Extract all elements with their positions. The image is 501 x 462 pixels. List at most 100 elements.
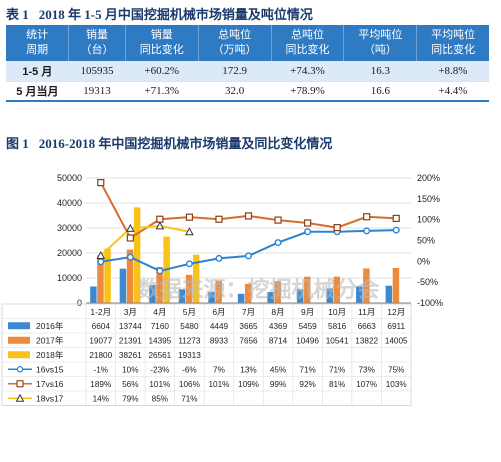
bar-2018年-5月	[192, 254, 200, 303]
point-17vs16-1-2月	[97, 178, 105, 187]
table-cell: 172.9	[198, 61, 272, 82]
table-value: 38261	[119, 351, 142, 360]
bar-2017年-1-2月	[97, 255, 104, 303]
table-value: 103%	[386, 380, 407, 389]
bar-2017年-9月	[304, 276, 311, 303]
category-label: 3月	[124, 307, 137, 317]
y-tick-label: 10000	[57, 273, 82, 283]
table-row: 1-5 月 105935 +60.2% 172.9 +74.3% 16.3 +8…	[6, 61, 489, 82]
table-value: 10%	[122, 365, 138, 374]
point-17vs16-11月	[363, 213, 371, 221]
category-label: 1-2月	[90, 307, 111, 317]
table-value: 7656	[239, 336, 258, 345]
table-value: 189%	[90, 380, 111, 389]
table-value: 8714	[269, 336, 288, 345]
table-value: 56%	[122, 380, 138, 389]
point-16vs15-12月	[392, 226, 400, 234]
y2-tick-label: 0%	[417, 256, 430, 266]
bar-2016年-6月	[208, 291, 215, 303]
bar-2016年-10月	[326, 288, 333, 303]
table-value: 92%	[299, 380, 315, 389]
bar-2017年-10月	[333, 276, 341, 303]
table-value: 106%	[179, 380, 200, 389]
y-tick-label: 0	[77, 298, 82, 308]
table-value: 14005	[385, 336, 408, 345]
legend-label: 2017年	[36, 335, 64, 345]
table-cell: 105935	[68, 61, 126, 82]
bar-2016年-12月	[385, 285, 393, 303]
table-value: 10496	[296, 336, 319, 345]
table-value: 21391	[119, 336, 142, 345]
table-cell: 32.0	[198, 81, 272, 102]
table-value: 101%	[208, 380, 229, 389]
table-value: 6604	[92, 322, 111, 331]
legend-label: 2018年	[36, 350, 64, 360]
legend-swatch-2018年	[8, 351, 30, 359]
table-value: 73%	[358, 365, 374, 374]
header-sales-yoy: 销量 同比变化	[125, 25, 199, 61]
table-caption: 表 1 2018 年 1-5 月中国挖掘机械市场销量及吨位情况	[6, 4, 313, 23]
point-16vs15-4月	[156, 267, 164, 275]
y-tick-label: 40000	[57, 198, 82, 208]
table-value: 4449	[210, 322, 229, 331]
watermark: 数据来源：挖掘机械分会	[137, 277, 379, 302]
table-value: 7160	[151, 322, 170, 331]
point-16vs15-7月	[244, 252, 252, 260]
line-17vs16	[99, 182, 397, 240]
table-cell: +78.9%	[271, 81, 344, 102]
point-17vs16-3月	[126, 234, 134, 242]
point-17vs16-10月	[333, 223, 341, 232]
table-value: 14%	[93, 394, 109, 403]
legend-marker-17vs16	[16, 380, 24, 388]
table-value: 71%	[181, 394, 197, 403]
point-17vs16-4月	[156, 215, 164, 223]
sales-chart: 0 10000 20000 30000 40000 50000 -100% -50% 0% 50%…	[1, 173, 443, 406]
row-label: 1-5 月	[6, 61, 69, 82]
header-tonnage-yoy: 总吨位 同比变化	[271, 25, 345, 61]
table-value: 5480	[180, 322, 199, 331]
point-16vs15-1-2月	[97, 258, 105, 266]
figure-caption: 图 1 2016-2018 年中国挖掘机械市场销量及同比变化情况	[6, 133, 332, 152]
y2-tick-label: -50%	[417, 277, 438, 287]
table-value: 19313	[178, 351, 201, 360]
y2-tick-label: -100%	[417, 298, 443, 308]
category-label: 9月	[301, 307, 314, 317]
table-value: 5816	[328, 322, 347, 331]
table-cell: 16.3	[343, 61, 417, 82]
table-value: 8933	[210, 336, 229, 345]
bar-2017年-8月	[274, 281, 281, 303]
stats-table: 统计 周期 销量 （台） 销量 同比变化 总吨位 （万吨） 总吨位 同比变化 平均吨位 （吨…	[6, 25, 489, 102]
table-value: 4369	[269, 322, 288, 331]
point-16vs15-6月	[215, 254, 223, 262]
table-value: 5459	[298, 322, 317, 331]
category-label: 8月	[271, 307, 284, 317]
bar-2016年-3月	[119, 268, 127, 303]
table-value: -6%	[182, 365, 197, 374]
table-value: 19077	[89, 336, 112, 345]
header-period: 统计 周期	[6, 25, 70, 61]
bar-2016年-5月	[178, 289, 186, 303]
category-label: 12月	[387, 307, 405, 317]
point-18vs17-1-2月	[96, 250, 106, 259]
figure-title: 2016-2018 年中国挖掘机械市场销量及同比变化情况	[38, 136, 333, 151]
table-value: 13744	[119, 322, 142, 331]
point-16vs15-3月	[126, 253, 134, 261]
table-cell: +71.3%	[125, 81, 199, 102]
table-cell: 19313	[68, 81, 126, 102]
y-tick-label: 30000	[57, 223, 82, 233]
point-16vs15-11月	[363, 227, 371, 235]
category-label: 10月	[328, 307, 346, 317]
bar-2017年-11月	[363, 268, 370, 303]
point-18vs17-3月	[125, 223, 135, 232]
header-avg-tonnage-yoy: 平均吨位 同比变化	[416, 25, 489, 61]
table-row: 5 月当月 19313 +71.3% 32.0 +78.9% 16.6 +4.4…	[6, 81, 489, 102]
table-cell: 16.6	[343, 81, 417, 102]
category-label: 4月	[153, 307, 166, 317]
y2-tick-label: 200%	[417, 173, 440, 183]
legend-swatch-2016年	[8, 322, 30, 330]
table-value: 107%	[356, 380, 377, 389]
bar-2017年-6月	[215, 280, 222, 303]
point-17vs16-8月	[274, 216, 282, 224]
figure-number: 图 1	[6, 136, 29, 151]
y2-tick-label: 50%	[417, 236, 435, 246]
